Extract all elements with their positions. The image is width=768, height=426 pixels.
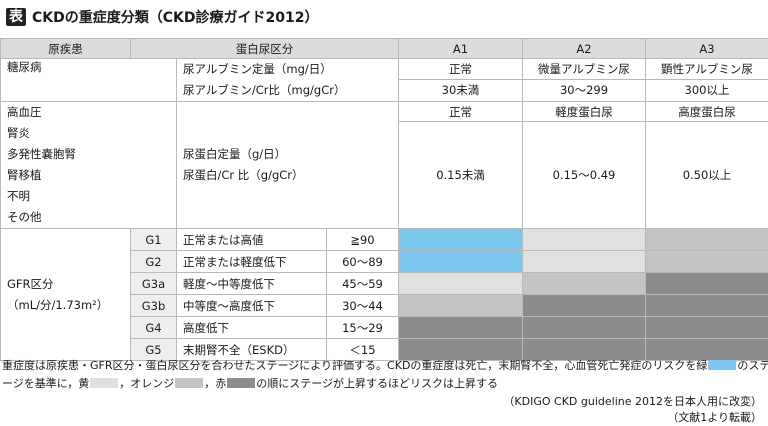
gfr-range: 45～59 [326, 272, 399, 295]
other-measure: 尿蛋白定量（g/日） 尿蛋白/Cr 比（g/gCr） [176, 101, 399, 229]
source-note: （KDIGO CKD guideline 2012を日本人用に改変） [503, 395, 762, 408]
red-swatch [227, 378, 256, 388]
caption-line1: 重症度は原疾患・GFR区分・蛋白尿区分を合わせたステージにより評価する。CKDの… [2, 359, 768, 372]
risk-cell-a1 [398, 338, 523, 361]
other-causes-label: 高血圧 腎炎 多発性嚢胞腎 腎移植 不明 その他 [0, 101, 177, 229]
table-badge: 表 [6, 8, 26, 26]
header-a1: A1 [398, 38, 523, 59]
gfr-range: 15～29 [326, 316, 399, 339]
table-title-text: CKDの重症度分類（CKD診療ガイド2012） [32, 10, 319, 26]
gfr-grade: G3b [130, 294, 177, 317]
gfr-range: 30～44 [326, 294, 399, 317]
orange-swatch [175, 378, 204, 388]
header-a3: A3 [645, 38, 768, 59]
risk-cell-a1 [398, 228, 523, 251]
other-measure-line2: 尿蛋白/Cr 比（g/gCr） [183, 168, 304, 182]
other-cause-item: 多発性嚢胞腎 [7, 147, 76, 161]
source-citation: （文献1より転載） [667, 411, 762, 424]
other-a2-name: 軽度蛋白尿 [522, 100, 646, 123]
header-cause: 原疾患 [0, 38, 131, 59]
gfr-row: G3b 中等度～高度低下 30～44 [1, 294, 768, 317]
gfr-grade: G1 [130, 228, 177, 251]
gfr-grade: G4 [130, 316, 177, 339]
gfr-description: 正常または軽度低下 [176, 250, 327, 273]
other-cause-item: 高血圧 [7, 105, 42, 119]
gfr-grade: G2 [130, 250, 177, 273]
gfr-grade: G5 [130, 338, 177, 361]
other-a2-range: 0.15～0.49 [522, 121, 646, 229]
gfr-range: ≧90 [326, 228, 399, 251]
risk-cell-a1 [398, 316, 523, 339]
gfr-row: G3a 軽度～中等度低下 45～59 [1, 272, 768, 295]
gfr-description: 高度低下 [176, 316, 327, 339]
diabetes-a3-name: 顕性アルブミン尿 [645, 58, 768, 80]
other-a3-name: 高度蛋白尿 [645, 100, 768, 123]
risk-cell-a1 [398, 294, 523, 317]
risk-cell-a2 [522, 294, 646, 317]
caption: 重症度は原疾患・GFR区分・蛋白尿区分を合わせたステージにより評価する。CKDの… [2, 357, 768, 393]
risk-cell-a3 [645, 316, 768, 339]
diabetes-a1-range: 30未満 [398, 78, 523, 103]
risk-cell-a1 [398, 272, 523, 295]
risk-cell-a3 [645, 250, 768, 273]
gfr-description: 正常または高値 [176, 228, 327, 251]
diabetes-label: 糖尿病 [0, 58, 177, 102]
caption-line2: ージを基準に，黄 ，オレンジ ，赤 の順にステージが上昇するほどリスクは上昇する [2, 377, 499, 390]
other-a1-range: 0.15未満 [398, 121, 523, 229]
diabetes-measure: 尿アルブミン定量（mg/日） 尿アルブミン/Cr比（mg/gCr） [176, 58, 399, 102]
risk-cell-a2 [522, 250, 646, 273]
yellow-swatch [90, 378, 119, 388]
other-a1-name: 正常 [398, 100, 523, 123]
other-cause-item: 腎炎 [7, 126, 30, 140]
gfr-label-line1: GFR区分 [7, 276, 54, 291]
gfr-range: 60～89 [326, 250, 399, 273]
other-cause-item: その他 [7, 210, 42, 224]
gfr-row: G4 高度低下 15～29 [1, 316, 768, 339]
other-cause-item: 不明 [7, 189, 30, 203]
risk-cell-a2 [522, 228, 646, 251]
diabetes-measure-line1: 尿アルブミン定量（mg/日） [183, 62, 332, 76]
gfr-label-line2: （mL/分/1.73m²） [7, 297, 109, 312]
header-a2: A2 [522, 38, 646, 59]
ckd-severity-table: 原疾患 蛋白尿区分 A1 A2 A3 糖尿病 尿アルブミン定量（mg/日） 尿ア… [0, 38, 768, 361]
risk-cell-a1 [398, 250, 523, 273]
gfr-description: 軽度～中等度低下 [176, 272, 327, 295]
risk-cell-a3 [645, 228, 768, 251]
diabetes-a2-name: 微量アルブミン尿 [522, 58, 646, 80]
diabetes-measure-line2: 尿アルブミン/Cr比（mg/gCr） [183, 83, 346, 97]
green-swatch [708, 360, 737, 370]
table-title: 表 CKDの重症度分類（CKD診療ガイド2012） [6, 6, 318, 28]
risk-cell-a2 [522, 316, 646, 339]
risk-cell-a3 [645, 294, 768, 317]
diabetes-a1-name: 正常 [398, 58, 523, 80]
risk-cell-a3 [645, 272, 768, 295]
other-cause-item: 腎移植 [7, 168, 42, 182]
risk-cell-a2 [522, 338, 646, 361]
gfr-section: GFR区分 （mL/分/1.73m²） G1 正常または高値 ≧90 G2 正常または軽度低… [0, 228, 768, 361]
gfr-label: GFR区分 （mL/分/1.73m²） [0, 228, 131, 361]
gfr-range: ＜15 [326, 338, 399, 361]
risk-cell-a3 [645, 338, 768, 361]
gfr-row: G5 末期腎不全（ESKD） ＜15 [1, 338, 768, 361]
gfr-row: GFR区分 （mL/分/1.73m²） G1 正常または高値 ≧90 [0, 228, 768, 361]
diabetes-a3-range: 300以上 [645, 78, 768, 103]
other-measure-line1: 尿蛋白定量（g/日） [183, 147, 287, 161]
diabetes-a2-range: 30～299 [522, 78, 646, 103]
gfr-grade: G3a [130, 272, 177, 295]
other-a3-range: 0.50以上 [645, 121, 768, 229]
gfr-description: 中等度～高度低下 [176, 294, 327, 317]
risk-cell-a2 [522, 272, 646, 295]
header-proteinuria-class: 蛋白尿区分 [130, 38, 399, 59]
gfr-description: 末期腎不全（ESKD） [176, 338, 327, 361]
